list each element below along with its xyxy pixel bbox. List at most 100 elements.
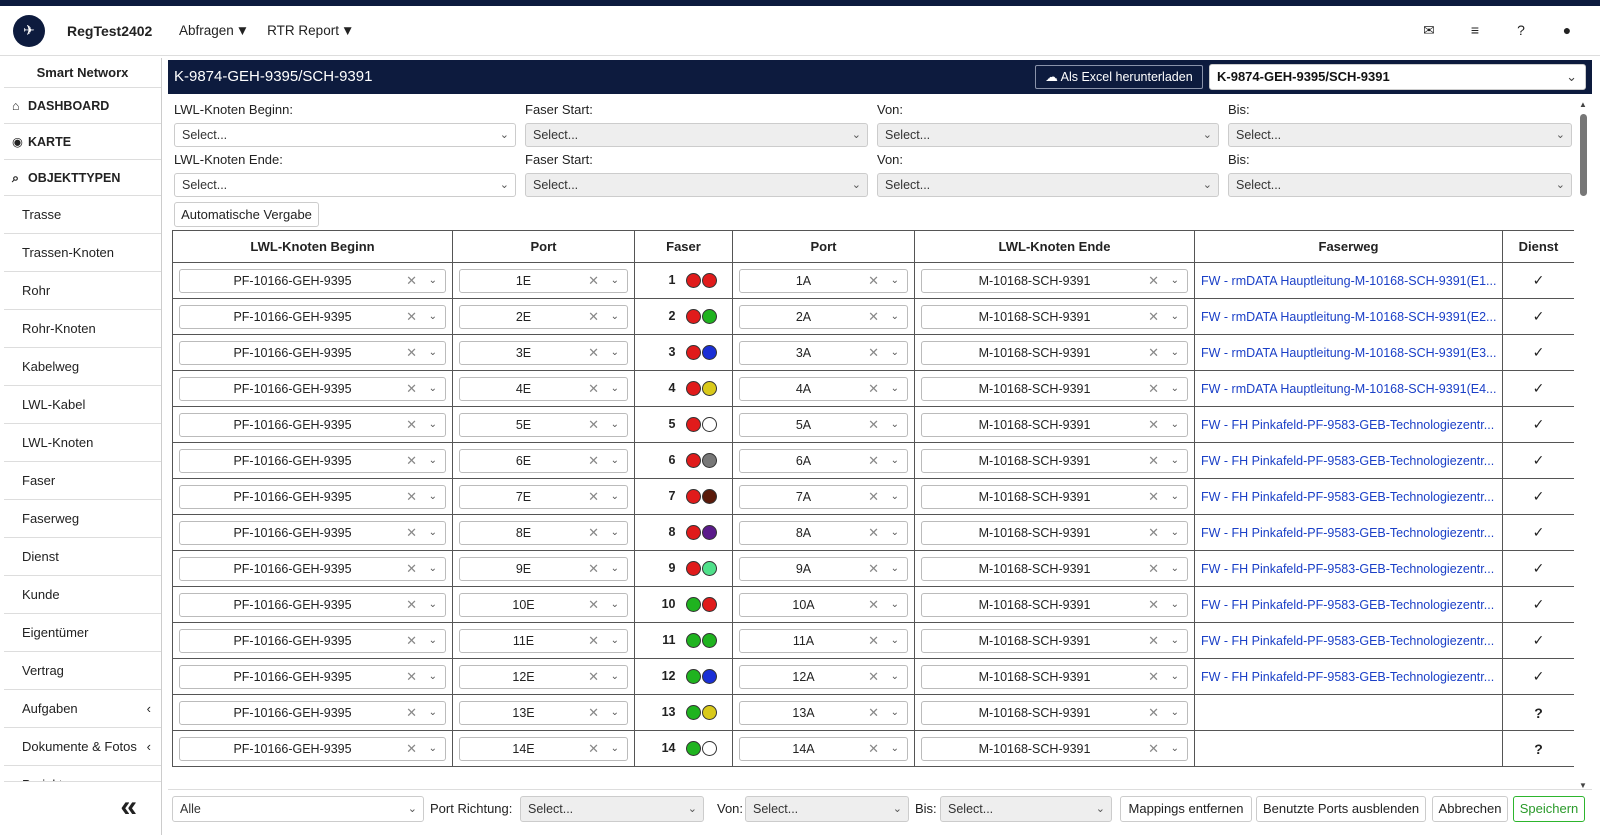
chevron-down-icon[interactable]: ⌄ xyxy=(1170,310,1179,322)
knoten-beginn-select[interactable]: PF-10166-GEH-9395 ✕ ⌄ xyxy=(179,592,446,617)
chevron-down-icon[interactable]: ⌄ xyxy=(610,598,619,610)
clear-icon[interactable]: ✕ xyxy=(1148,632,1159,648)
port-b-select[interactable]: 7A ✕ ⌄ xyxy=(739,484,908,509)
chevron-down-icon[interactable]: ⌄ xyxy=(890,310,899,322)
knoten-ende-select[interactable]: M-10168-SCH-9391 ✕ ⌄ xyxy=(921,340,1188,365)
clear-icon[interactable]: ✕ xyxy=(1148,488,1159,504)
clear-icon[interactable]: ✕ xyxy=(868,596,879,612)
knoten-beginn-select[interactable]: PF-10166-GEH-9395 ✕ ⌄ xyxy=(179,448,446,473)
clear-icon[interactable]: ✕ xyxy=(588,488,599,504)
knoten-beginn-select[interactable]: PF-10166-GEH-9395 ✕ ⌄ xyxy=(179,700,446,725)
clear-icon[interactable]: ✕ xyxy=(868,740,879,756)
chevron-down-icon[interactable]: ⌄ xyxy=(428,742,437,754)
port-b-select[interactable]: 2A ✕ ⌄ xyxy=(739,304,908,329)
sidebar-item-kunde[interactable]: Kunde xyxy=(4,576,161,614)
cancel-button[interactable]: Abbrechen xyxy=(1432,796,1508,822)
chevron-down-icon[interactable]: ⌄ xyxy=(890,382,899,394)
knoten-ende-select[interactable]: M-10168-SCH-9391 ✕ ⌄ xyxy=(921,268,1188,293)
knoten-beginn-select[interactable]: PF-10166-GEH-9395 ✕ ⌄ xyxy=(179,628,446,653)
clear-icon[interactable]: ✕ xyxy=(588,668,599,684)
hide-used-ports-button[interactable]: Benutzte Ports ausblenden xyxy=(1256,796,1426,822)
filter-von-select[interactable]: Select... ⌄ xyxy=(877,123,1219,147)
knoten-ende-select[interactable]: M-10168-SCH-9391 ✕ ⌄ xyxy=(921,304,1188,329)
clear-icon[interactable]: ✕ xyxy=(868,632,879,648)
sidebar-item-objekttypen[interactable]: ⌕ OBJEKTTYPEN xyxy=(4,160,161,196)
knoten-beginn-select[interactable]: PF-10166-GEH-9395 ✕ ⌄ xyxy=(179,268,446,293)
sidebar-item-dokumente-fotos[interactable]: Dokumente & Fotos ‹ xyxy=(4,728,161,766)
clear-icon[interactable]: ✕ xyxy=(588,740,599,756)
clear-icon[interactable]: ✕ xyxy=(406,416,417,432)
faserweg-link[interactable]: FW - FH Pinkafeld-PF-9583-GEB-Technologi… xyxy=(1194,514,1503,551)
knoten-beginn-select[interactable]: PF-10166-GEH-9395 ✕ ⌄ xyxy=(179,304,446,329)
clear-icon[interactable]: ✕ xyxy=(1148,344,1159,360)
chevron-down-icon[interactable]: ⌄ xyxy=(428,454,437,466)
port-a-select[interactable]: 3E ✕ ⌄ xyxy=(459,340,628,365)
port-b-select[interactable]: 6A ✕ ⌄ xyxy=(739,448,908,473)
clear-icon[interactable]: ✕ xyxy=(406,632,417,648)
faserweg-link[interactable]: FW - FH Pinkafeld-PF-9583-GEB-Technologi… xyxy=(1194,658,1503,695)
port-a-select[interactable]: 5E ✕ ⌄ xyxy=(459,412,628,437)
knoten-ende-select[interactable]: M-10168-SCH-9391 ✕ ⌄ xyxy=(921,484,1188,509)
clear-icon[interactable]: ✕ xyxy=(588,272,599,288)
chevron-down-icon[interactable]: ⌄ xyxy=(610,310,619,322)
clear-icon[interactable]: ✕ xyxy=(1148,668,1159,684)
clear-icon[interactable]: ✕ xyxy=(1148,596,1159,612)
chevron-down-icon[interactable]: ⌄ xyxy=(610,382,619,394)
clear-icon[interactable]: ✕ xyxy=(588,704,599,720)
clear-icon[interactable]: ✕ xyxy=(406,452,417,468)
sidebar-item-faser[interactable]: Faser xyxy=(4,462,161,500)
chevron-down-icon[interactable]: ⌄ xyxy=(890,706,899,718)
chevron-down-icon[interactable]: ⌄ xyxy=(610,742,619,754)
clear-icon[interactable]: ✕ xyxy=(868,488,879,504)
filter-bis-select[interactable]: Select... ⌄ xyxy=(1228,123,1572,147)
port-a-select[interactable]: 11E ✕ ⌄ xyxy=(459,628,628,653)
chevron-down-icon[interactable]: ⌄ xyxy=(1170,526,1179,538)
faserweg-link[interactable]: FW - FH Pinkafeld-PF-9583-GEB-Technologi… xyxy=(1194,586,1503,623)
sidebar-item-karte[interactable]: ◉ KARTE xyxy=(4,124,161,160)
port-b-select[interactable]: 9A ✕ ⌄ xyxy=(739,556,908,581)
port-a-select[interactable]: 1E ✕ ⌄ xyxy=(459,268,628,293)
clear-icon[interactable]: ✕ xyxy=(868,344,879,360)
clear-icon[interactable]: ✕ xyxy=(406,380,417,396)
sidebar-item-lwl-knoten[interactable]: LWL-Knoten xyxy=(4,424,161,462)
knoten-beginn-select[interactable]: PF-10166-GEH-9395 ✕ ⌄ xyxy=(179,736,446,761)
port-b-select[interactable]: 10A ✕ ⌄ xyxy=(739,592,908,617)
clear-icon[interactable]: ✕ xyxy=(406,596,417,612)
knoten-beginn-select[interactable]: PF-10166-GEH-9395 ✕ ⌄ xyxy=(179,376,446,401)
clear-icon[interactable]: ✕ xyxy=(406,668,417,684)
knoten-ende-select[interactable]: M-10168-SCH-9391 ✕ ⌄ xyxy=(921,520,1188,545)
sidebar-item-aufgaben[interactable]: Aufgaben ‹ xyxy=(4,690,161,728)
clear-icon[interactable]: ✕ xyxy=(1148,560,1159,576)
chevron-down-icon[interactable]: ⌄ xyxy=(610,706,619,718)
clear-icon[interactable]: ✕ xyxy=(1148,272,1159,288)
chevron-down-icon[interactable]: ⌄ xyxy=(1170,562,1179,574)
clear-icon[interactable]: ✕ xyxy=(406,560,417,576)
clear-icon[interactable]: ✕ xyxy=(1148,308,1159,324)
chevron-down-icon[interactable]: ⌄ xyxy=(610,346,619,358)
port-b-select[interactable]: 13A ✕ ⌄ xyxy=(739,700,908,725)
sidebar-item-eigentümer[interactable]: Eigentümer xyxy=(4,614,161,652)
chevron-down-icon[interactable]: ⌄ xyxy=(890,274,899,286)
faserweg-link[interactable]: FW - rmDATA Hauptleitung-M-10168-SCH-939… xyxy=(1194,370,1503,407)
faserweg-link[interactable]: FW - FH Pinkafeld-PF-9583-GEB-Technologi… xyxy=(1194,622,1503,659)
sidebar-item-faserweg[interactable]: Faserweg xyxy=(4,500,161,538)
chevron-down-icon[interactable]: ⌄ xyxy=(428,274,437,286)
clear-icon[interactable]: ✕ xyxy=(868,560,879,576)
clear-icon[interactable]: ✕ xyxy=(868,524,879,540)
knoten-ende-select[interactable]: M-10168-SCH-9391 ✕ ⌄ xyxy=(921,448,1188,473)
port-a-select[interactable]: 12E ✕ ⌄ xyxy=(459,664,628,689)
port-a-select[interactable]: 7E ✕ ⌄ xyxy=(459,484,628,509)
clear-icon[interactable]: ✕ xyxy=(406,344,417,360)
sidebar-collapse-button[interactable]: « xyxy=(4,781,161,835)
port-b-select[interactable]: 3A ✕ ⌄ xyxy=(739,340,908,365)
chevron-down-icon[interactable]: ⌄ xyxy=(890,562,899,574)
chevron-down-icon[interactable]: ⌄ xyxy=(1170,346,1179,358)
knoten-ende-select[interactable]: M-10168-SCH-9391 ✕ ⌄ xyxy=(921,412,1188,437)
knoten-beginn-select[interactable]: PF-10166-GEH-9395 ✕ ⌄ xyxy=(179,340,446,365)
chevron-down-icon[interactable]: ⌄ xyxy=(610,418,619,430)
clear-icon[interactable]: ✕ xyxy=(1148,704,1159,720)
save-button[interactable]: Speichern xyxy=(1513,796,1585,822)
clear-icon[interactable]: ✕ xyxy=(406,524,417,540)
clear-icon[interactable]: ✕ xyxy=(868,452,879,468)
chevron-down-icon[interactable]: ⌄ xyxy=(1170,490,1179,502)
